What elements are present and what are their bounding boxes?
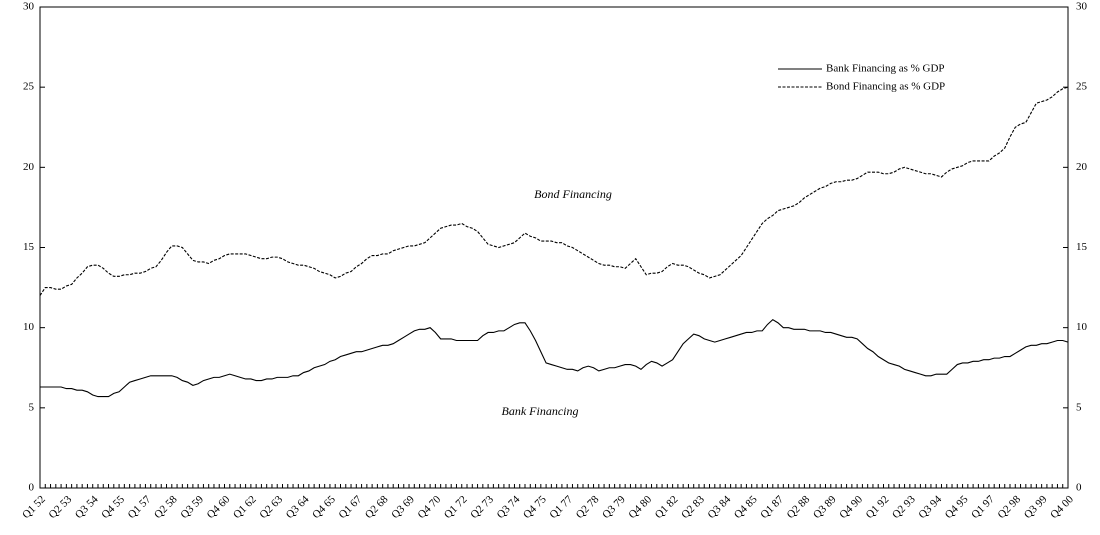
x-tick-label: Q4 75: [521, 493, 549, 521]
x-tick-label: Q3 59: [178, 493, 206, 521]
x-tick-label: Q4 55: [99, 493, 127, 521]
x-tick-label: Q3 69: [389, 493, 417, 521]
x-tick-label: Q4 00: [1048, 493, 1076, 521]
x-tick-label: Q1 77: [547, 493, 575, 521]
x-tick-label: Q2 93: [890, 493, 918, 521]
x-tick-label: Q4 65: [310, 493, 338, 521]
y2-tick-label: 5: [1076, 401, 1082, 413]
x-tick-label: Q4 90: [837, 493, 865, 521]
x-tick-label: Q1 97: [969, 493, 997, 521]
x-tick-label: Q2 63: [257, 493, 285, 521]
x-tick-label: Q3 54: [73, 493, 101, 521]
x-tick-label: Q4 70: [416, 493, 444, 521]
x-tick-label: Q1 62: [231, 493, 259, 521]
y2-tick-label: 10: [1076, 321, 1088, 333]
y-tick-label: 20: [23, 161, 35, 173]
x-tick-label: Q1 52: [20, 493, 48, 521]
y2-tick-label: 20: [1076, 161, 1088, 173]
y-tick-label: 30: [23, 1, 35, 13]
y-tick-label: 25: [23, 81, 35, 93]
y-tick-label: 15: [23, 241, 35, 253]
x-tick-label: Q2 83: [679, 493, 707, 521]
x-tick-label: Q1 57: [126, 493, 154, 521]
x-tick-label: Q2 58: [152, 493, 180, 521]
x-tick-label: Q3 74: [495, 493, 523, 521]
x-tick-label: Q3 89: [811, 493, 839, 521]
x-tick-label: Q4 85: [732, 493, 760, 521]
x-tick-label: Q2 73: [468, 493, 496, 521]
x-tick-label: Q3 79: [600, 493, 628, 521]
x-tick-label: Q2 88: [785, 493, 813, 521]
annotation: Bond Financing: [534, 187, 612, 201]
y2-tick-label: 0: [1076, 482, 1082, 494]
x-tick-label: Q4 80: [626, 493, 654, 521]
y2-tick-label: 30: [1076, 1, 1088, 13]
x-tick-label: Q3 84: [706, 493, 734, 521]
x-tick-label: Q1 72: [442, 493, 470, 521]
y-tick-label: 10: [23, 321, 35, 333]
x-tick-label: Q3 64: [284, 493, 312, 521]
x-tick-label: Q2 98: [995, 493, 1023, 521]
x-tick-label: Q3 99: [1022, 493, 1050, 521]
legend-label: Bond Financing as % GDP: [826, 81, 945, 93]
x-tick-label: Q1 87: [758, 493, 786, 521]
x-tick-label: Q3 94: [916, 493, 944, 521]
x-tick-label: Q2 53: [47, 493, 75, 521]
y2-tick-label: 25: [1076, 81, 1088, 93]
y-tick-label: 0: [29, 482, 35, 494]
legend-label: Bank Financing as % GDP: [826, 63, 945, 75]
y-tick-label: 5: [29, 401, 35, 413]
x-tick-label: Q1 67: [336, 493, 364, 521]
series-line: [40, 318, 1069, 398]
annotation: Bank Financing: [502, 404, 579, 418]
series-line: [39, 86, 1069, 296]
x-tick-label: Q2 68: [363, 493, 391, 521]
x-tick-label: Q1 82: [653, 493, 681, 521]
x-tick-label: Q4 95: [943, 493, 971, 521]
x-tick-label: Q1 92: [864, 493, 892, 521]
y2-tick-label: 15: [1076, 241, 1088, 253]
x-tick-label: Q4 60: [205, 493, 233, 521]
x-tick-label: Q2 78: [574, 493, 602, 521]
